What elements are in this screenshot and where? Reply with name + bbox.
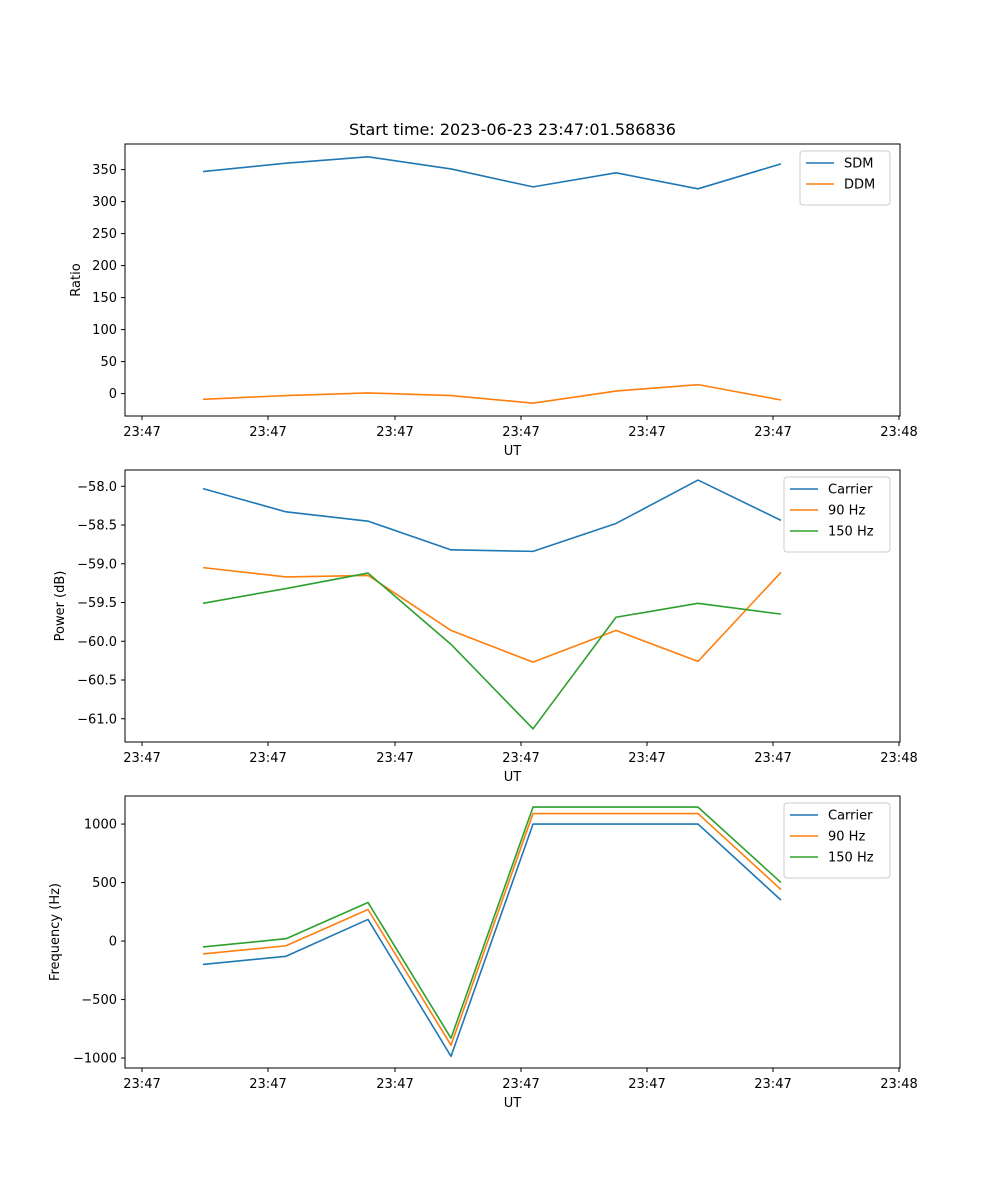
x-tick-label: 23:47 <box>376 751 413 766</box>
x-tick-label: 23:47 <box>502 1077 539 1092</box>
legend-box <box>799 150 891 206</box>
x-axis-label: UT <box>504 770 522 785</box>
x-tick-label: 23:47 <box>754 425 791 440</box>
legend-entry: Carrier <box>828 483 873 498</box>
y-tick-label: −1000 <box>73 1052 117 1067</box>
series-line-carrier <box>202 479 782 553</box>
axes-frame <box>124 469 901 743</box>
x-tick-label: 23:47 <box>502 425 539 440</box>
series-line-sdm <box>202 156 782 190</box>
y-tick-label: −58.5 <box>77 519 117 534</box>
x-tick-label: 23:48 <box>880 751 917 766</box>
y-tick-label: 100 <box>92 323 117 338</box>
y-tick-label: 200 <box>92 259 117 274</box>
x-tick-label: 23:47 <box>628 1077 665 1092</box>
legend-entry: Carrier <box>828 809 873 824</box>
legend-entry: 90 Hz <box>828 830 865 845</box>
y-tick-label: 250 <box>92 227 117 242</box>
y-axis-label: Ratio <box>69 263 84 296</box>
x-tick-label: 23:47 <box>628 751 665 766</box>
legend-entry: DDM <box>844 178 875 193</box>
legend-box <box>783 802 891 879</box>
x-axis-label: UT <box>504 444 522 459</box>
y-tick-label: −500 <box>81 993 117 1008</box>
subplot-1: Start time: 2023-06-23 23:47:01.586836 0 5… <box>69 120 918 459</box>
legend-entry: 150 Hz <box>828 851 874 866</box>
y-tick-label: 300 <box>92 195 117 210</box>
axes-frame <box>124 795 901 1069</box>
subplot-3: −1000 −500 0 500 1000 23:47 23:47 23:47 23:47 23:… <box>48 795 918 1111</box>
series-line-150-hz <box>202 806 782 1039</box>
x-tick-label: 23:47 <box>376 1077 413 1092</box>
y-tick-label: 150 <box>92 291 117 306</box>
y-tick-label: −60.5 <box>77 674 117 689</box>
x-axis-label: UT <box>504 1096 522 1111</box>
y-tick-label: −59.5 <box>77 596 117 611</box>
x-tick-label: 23:47 <box>754 1077 791 1092</box>
y-tick-label: 350 <box>92 163 117 178</box>
y-tick-label: −58.0 <box>77 480 117 495</box>
chart-title: Start time: 2023-06-23 23:47:01.586836 <box>349 120 676 139</box>
y-tick-label: 500 <box>92 876 117 891</box>
x-tick-label: 23:47 <box>249 1077 286 1092</box>
x-tick-label: 23:47 <box>502 751 539 766</box>
series-line-90-hz <box>202 566 782 663</box>
legend-entry: 90 Hz <box>828 504 865 519</box>
subplot-2: −58.0 −58.5 −59.0 −59.5 −60.0 −60.5 −61.0 23:47… <box>53 469 918 785</box>
series-line-90-hz <box>202 812 782 1046</box>
legend: SDM DDM <box>799 150 891 206</box>
x-tick-label: 23:47 <box>754 751 791 766</box>
y-axis-label: Power (dB) <box>53 571 68 642</box>
x-tick-label: 23:47 <box>123 425 160 440</box>
y-tick-label: 0 <box>109 935 117 950</box>
x-tick-label: 23:47 <box>249 425 286 440</box>
x-tick-label: 23:47 <box>249 751 286 766</box>
y-tick-label: 1000 <box>84 818 117 833</box>
y-tick-label: −61.0 <box>77 712 117 727</box>
legend: Carrier 90 Hz 150 Hz <box>783 802 891 879</box>
x-tick-label: 23:47 <box>123 751 160 766</box>
x-tick-label: 23:47 <box>376 425 413 440</box>
x-tick-label: 23:48 <box>880 425 917 440</box>
series-line-ddm <box>202 383 782 405</box>
axes-frame <box>124 143 901 417</box>
y-tick-label: 50 <box>100 355 117 370</box>
y-axis-label: Frequency (Hz) <box>48 883 63 981</box>
legend-entry: 150 Hz <box>828 525 874 540</box>
y-tick-label: −59.0 <box>77 557 117 572</box>
y-tick-label: −60.0 <box>77 635 117 650</box>
y-tick-label: 0 <box>109 387 117 402</box>
series-line-carrier <box>202 823 782 1058</box>
legend-entry: SDM <box>844 157 873 172</box>
legend-box <box>783 476 891 553</box>
x-tick-label: 23:48 <box>880 1077 917 1092</box>
x-tick-label: 23:47 <box>628 425 665 440</box>
series-line-150-hz <box>202 572 782 730</box>
legend: Carrier 90 Hz 150 Hz <box>783 476 891 553</box>
x-tick-label: 23:47 <box>123 1077 160 1092</box>
